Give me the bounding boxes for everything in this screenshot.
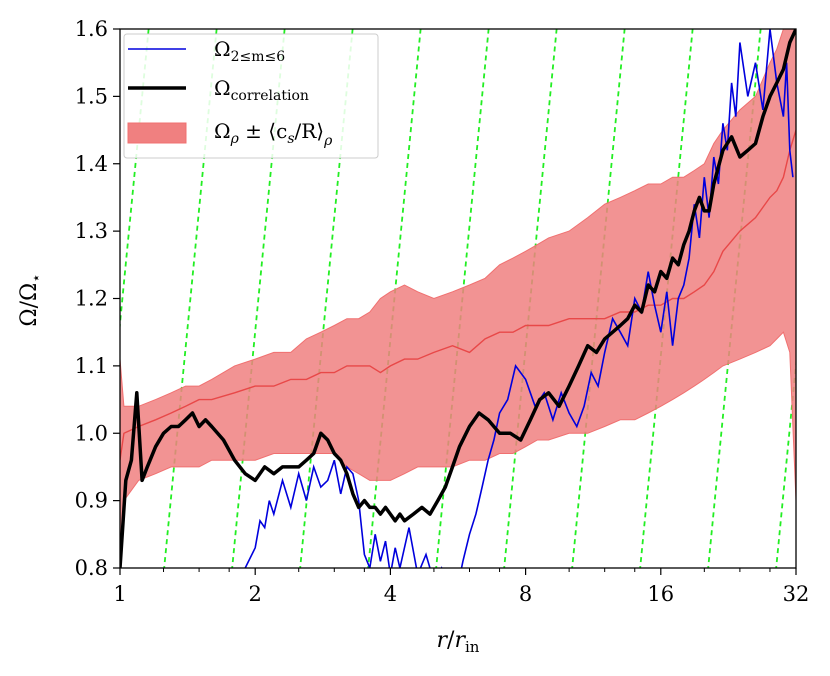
- plot-area: [120, 29, 796, 568]
- y-tick-label: 0.8: [75, 556, 108, 580]
- legend-box: [123, 33, 379, 159]
- y-tick-label: 1.6: [75, 17, 108, 41]
- x-tick-label: 16: [647, 582, 674, 606]
- x-tick-label: 4: [384, 582, 397, 606]
- y-axis-label: Ω/Ω⋆: [17, 273, 45, 326]
- x-axis-label: r/rin: [437, 628, 480, 656]
- y-axis: 0.8 0.9 1.0 1.1 1.2 1.3 1.4 1.5 1.6: [75, 17, 120, 580]
- y-tick-label: 1.4: [75, 152, 108, 176]
- series-line-correlation: [120, 29, 796, 568]
- reference-line: [163, 29, 218, 568]
- legend-label-correlation: Ωcorrelation: [214, 76, 309, 104]
- x-tick-label: 2: [249, 582, 262, 606]
- legend: Ω2≤m≤6 Ωcorrelation Ωρ ± ⟨cs/R⟩ρ: [123, 33, 379, 159]
- y-tick-label: 1.2: [75, 287, 108, 311]
- reference-line: [299, 29, 354, 568]
- reference-line: [231, 29, 286, 568]
- reference-line: [775, 354, 796, 568]
- y-tick-label: 1.5: [75, 84, 108, 108]
- legend-label-band: Ωρ ± ⟨cs/R⟩ρ: [214, 119, 333, 149]
- reference-line: [120, 29, 150, 333]
- x-tick-label: 1: [113, 582, 126, 606]
- band-area: [120, 29, 796, 548]
- y-tick-label: 1.3: [75, 219, 108, 243]
- legend-label-modes: Ω2≤m≤6: [214, 37, 285, 65]
- x-axis: 1 2 4 8 16 32: [113, 568, 809, 606]
- band-center-line: [120, 129, 796, 461]
- y-tick-label: 1.1: [75, 354, 108, 378]
- y-tick-label: 1.0: [75, 421, 108, 445]
- x-tick-label: 32: [783, 582, 810, 606]
- y-tick-label: 0.9: [75, 489, 108, 513]
- x-tick-label: 8: [519, 582, 532, 606]
- legend-swatch-band: [127, 122, 187, 144]
